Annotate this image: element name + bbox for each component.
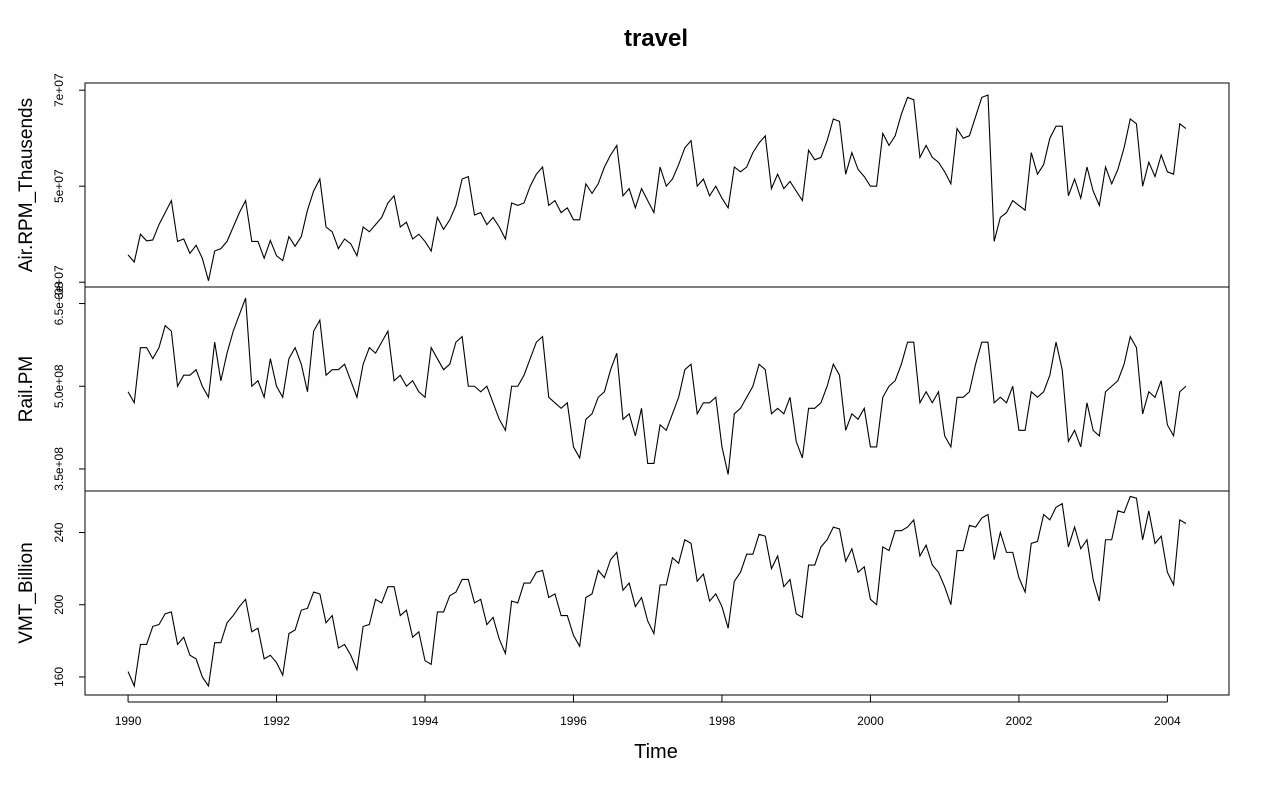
x-tick-label: 1998 — [709, 714, 736, 728]
y-tick-label: 6.5e+08 — [52, 281, 66, 325]
y-tick-label: 5e+07 — [52, 169, 66, 203]
x-tick-label: 1994 — [412, 714, 439, 728]
panel-frame — [84, 82, 1230, 288]
panel-frame — [84, 490, 1230, 696]
y-tick-label: 160 — [52, 667, 66, 687]
y-tick-label: 240 — [52, 522, 66, 542]
y-tick-label: 3e+07 — [52, 265, 66, 299]
panel-air-rpm: Air.RPM_Thausends 3e+07 5e+07 7e+07 — [16, 73, 1230, 299]
x-tick-label: 1990 — [115, 714, 142, 728]
x-tick-label: 1996 — [560, 714, 587, 728]
y-axis: 160 200 240 — [52, 522, 85, 687]
series-line — [127, 94, 1187, 281]
panel-vmt-billion: VMT_Billion 160 200 240 — [16, 490, 1230, 696]
y-axis: 3.5e+08 5.0e+08 6.5e+08 — [52, 281, 85, 491]
series-line — [127, 495, 1187, 688]
y-tick-label: 5.0e+08 — [52, 364, 66, 408]
x-tick-label: 2000 — [857, 714, 884, 728]
panel-label: Rail.PM — [16, 356, 37, 423]
y-tick-label: 3.5e+08 — [52, 447, 66, 491]
x-tick-label: 1992 — [263, 714, 290, 728]
x-tick-label: 2002 — [1006, 714, 1033, 728]
y-tick-label: 200 — [52, 594, 66, 614]
chart-title: travel — [624, 25, 688, 52]
panel-frame — [84, 286, 1230, 492]
y-axis: 3e+07 5e+07 7e+07 — [52, 73, 85, 299]
x-axis: 1990 1992 1994 1996 1998 2000 2002 2004 — [115, 695, 1181, 728]
y-tick-label: 7e+07 — [52, 73, 66, 107]
panel-rail-pm: Rail.PM 3.5e+08 5.0e+08 6.5e+08 — [16, 281, 1230, 492]
panel-label: VMT_Billion — [16, 542, 37, 643]
series-line — [127, 297, 1187, 475]
x-axis-title: Time — [634, 741, 678, 763]
panel-label: Air.RPM_Thausends — [16, 98, 37, 272]
x-tick-label: 2004 — [1154, 714, 1181, 728]
